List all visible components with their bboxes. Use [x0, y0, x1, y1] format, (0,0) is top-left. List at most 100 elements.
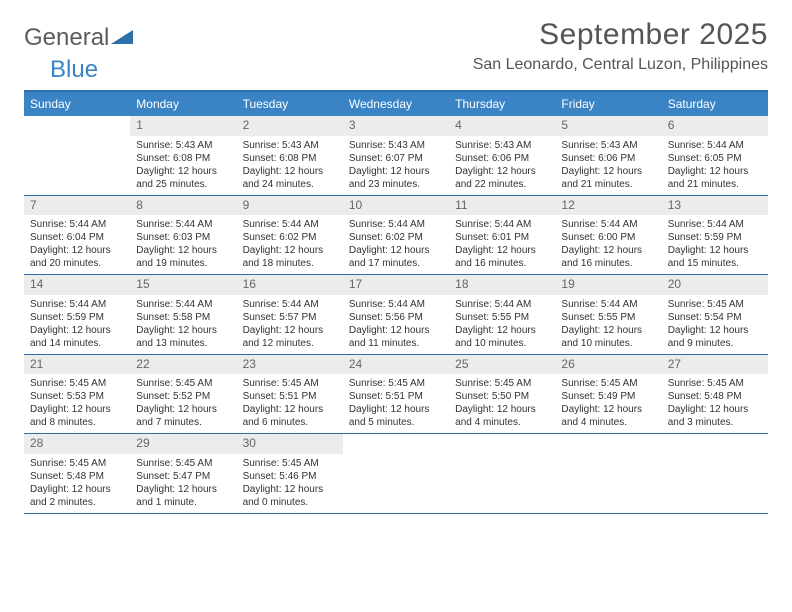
day-cell: 26Sunrise: 5:45 AMSunset: 5:49 PMDayligh…	[555, 355, 661, 434]
day-number: 17	[343, 275, 449, 295]
day-cell: 28Sunrise: 5:45 AMSunset: 5:48 PMDayligh…	[24, 434, 130, 513]
day-body: Sunrise: 5:45 AMSunset: 5:48 PMDaylight:…	[24, 454, 130, 513]
day-body: Sunrise: 5:45 AMSunset: 5:51 PMDaylight:…	[237, 374, 343, 433]
sunrise-text: Sunrise: 5:43 AM	[561, 139, 655, 152]
sunrise-text: Sunrise: 5:44 AM	[455, 218, 549, 231]
sunrise-text: Sunrise: 5:45 AM	[136, 377, 230, 390]
sunrise-text: Sunrise: 5:45 AM	[30, 457, 124, 470]
day-number: 30	[237, 434, 343, 454]
sunset-text: Sunset: 6:06 PM	[455, 152, 549, 165]
sunset-text: Sunset: 6:02 PM	[349, 231, 443, 244]
day-cell	[343, 434, 449, 513]
sunset-text: Sunset: 5:54 PM	[668, 311, 762, 324]
day-number: 20	[662, 275, 768, 295]
sunset-text: Sunset: 5:47 PM	[136, 470, 230, 483]
day-body: Sunrise: 5:44 AMSunset: 5:59 PMDaylight:…	[24, 295, 130, 354]
week-row: 21Sunrise: 5:45 AMSunset: 5:53 PMDayligh…	[24, 355, 768, 435]
day-number: 12	[555, 196, 661, 216]
daylight-text: Daylight: 12 hours and 14 minutes.	[30, 324, 124, 350]
sunset-text: Sunset: 5:59 PM	[30, 311, 124, 324]
day-number: 15	[130, 275, 236, 295]
day-header-cell: Sunday	[24, 92, 130, 116]
sunrise-text: Sunrise: 5:45 AM	[243, 457, 337, 470]
sunrise-text: Sunrise: 5:44 AM	[136, 218, 230, 231]
day-cell: 1Sunrise: 5:43 AMSunset: 6:08 PMDaylight…	[130, 116, 236, 195]
sunrise-text: Sunrise: 5:43 AM	[243, 139, 337, 152]
sunrise-text: Sunrise: 5:44 AM	[136, 298, 230, 311]
daylight-text: Daylight: 12 hours and 3 minutes.	[668, 403, 762, 429]
sunrise-text: Sunrise: 5:44 AM	[668, 139, 762, 152]
day-cell: 27Sunrise: 5:45 AMSunset: 5:48 PMDayligh…	[662, 355, 768, 434]
day-cell: 11Sunrise: 5:44 AMSunset: 6:01 PMDayligh…	[449, 196, 555, 275]
day-cell: 6Sunrise: 5:44 AMSunset: 6:05 PMDaylight…	[662, 116, 768, 195]
page: General September 2025 San Leonardo, Cen…	[0, 0, 792, 514]
daylight-text: Daylight: 12 hours and 17 minutes.	[349, 244, 443, 270]
day-number: 1	[130, 116, 236, 136]
daylight-text: Daylight: 12 hours and 16 minutes.	[455, 244, 549, 270]
daylight-text: Daylight: 12 hours and 15 minutes.	[668, 244, 762, 270]
day-body: Sunrise: 5:43 AMSunset: 6:07 PMDaylight:…	[343, 136, 449, 195]
day-cell: 24Sunrise: 5:45 AMSunset: 5:51 PMDayligh…	[343, 355, 449, 434]
day-body: Sunrise: 5:45 AMSunset: 5:48 PMDaylight:…	[662, 374, 768, 433]
daylight-text: Daylight: 12 hours and 20 minutes.	[30, 244, 124, 270]
day-cell: 2Sunrise: 5:43 AMSunset: 6:08 PMDaylight…	[237, 116, 343, 195]
day-cell: 19Sunrise: 5:44 AMSunset: 5:55 PMDayligh…	[555, 275, 661, 354]
day-body: Sunrise: 5:45 AMSunset: 5:51 PMDaylight:…	[343, 374, 449, 433]
day-cell: 7Sunrise: 5:44 AMSunset: 6:04 PMDaylight…	[24, 196, 130, 275]
day-cell: 14Sunrise: 5:44 AMSunset: 5:59 PMDayligh…	[24, 275, 130, 354]
day-number	[555, 434, 661, 454]
sunset-text: Sunset: 5:49 PM	[561, 390, 655, 403]
daylight-text: Daylight: 12 hours and 9 minutes.	[668, 324, 762, 350]
daylight-text: Daylight: 12 hours and 13 minutes.	[136, 324, 230, 350]
sunset-text: Sunset: 6:08 PM	[243, 152, 337, 165]
day-body: Sunrise: 5:45 AMSunset: 5:53 PMDaylight:…	[24, 374, 130, 433]
month-title: September 2025	[473, 18, 768, 52]
day-body: Sunrise: 5:44 AMSunset: 6:04 PMDaylight:…	[24, 215, 130, 274]
sunset-text: Sunset: 5:51 PM	[349, 390, 443, 403]
daylight-text: Daylight: 12 hours and 1 minute.	[136, 483, 230, 509]
daylight-text: Daylight: 12 hours and 11 minutes.	[349, 324, 443, 350]
sunrise-text: Sunrise: 5:45 AM	[561, 377, 655, 390]
sunset-text: Sunset: 6:07 PM	[349, 152, 443, 165]
day-number: 25	[449, 355, 555, 375]
day-body: Sunrise: 5:45 AMSunset: 5:52 PMDaylight:…	[130, 374, 236, 433]
day-number: 26	[555, 355, 661, 375]
day-number: 24	[343, 355, 449, 375]
day-body: Sunrise: 5:43 AMSunset: 6:08 PMDaylight:…	[237, 136, 343, 195]
sunset-text: Sunset: 5:55 PM	[561, 311, 655, 324]
day-cell: 16Sunrise: 5:44 AMSunset: 5:57 PMDayligh…	[237, 275, 343, 354]
day-body: Sunrise: 5:44 AMSunset: 6:01 PMDaylight:…	[449, 215, 555, 274]
sunset-text: Sunset: 5:56 PM	[349, 311, 443, 324]
day-number	[449, 434, 555, 454]
sunrise-text: Sunrise: 5:43 AM	[136, 139, 230, 152]
logo: General	[24, 18, 133, 52]
day-cell: 20Sunrise: 5:45 AMSunset: 5:54 PMDayligh…	[662, 275, 768, 354]
day-number	[343, 434, 449, 454]
day-body: Sunrise: 5:44 AMSunset: 6:00 PMDaylight:…	[555, 215, 661, 274]
sunrise-text: Sunrise: 5:45 AM	[136, 457, 230, 470]
sunrise-text: Sunrise: 5:44 AM	[668, 218, 762, 231]
day-cell: 15Sunrise: 5:44 AMSunset: 5:58 PMDayligh…	[130, 275, 236, 354]
sunrise-text: Sunrise: 5:44 AM	[243, 218, 337, 231]
day-number: 11	[449, 196, 555, 216]
calendar: SundayMondayTuesdayWednesdayThursdayFrid…	[24, 90, 768, 514]
day-cell: 3Sunrise: 5:43 AMSunset: 6:07 PMDaylight…	[343, 116, 449, 195]
sunrise-text: Sunrise: 5:43 AM	[349, 139, 443, 152]
sunrise-text: Sunrise: 5:44 AM	[349, 298, 443, 311]
daylight-text: Daylight: 12 hours and 6 minutes.	[243, 403, 337, 429]
day-header-row: SundayMondayTuesdayWednesdayThursdayFrid…	[24, 92, 768, 116]
day-cell: 18Sunrise: 5:44 AMSunset: 5:55 PMDayligh…	[449, 275, 555, 354]
daylight-text: Daylight: 12 hours and 10 minutes.	[561, 324, 655, 350]
daylight-text: Daylight: 12 hours and 21 minutes.	[561, 165, 655, 191]
daylight-text: Daylight: 12 hours and 12 minutes.	[243, 324, 337, 350]
daylight-text: Daylight: 12 hours and 10 minutes.	[455, 324, 549, 350]
day-number: 16	[237, 275, 343, 295]
daylight-text: Daylight: 12 hours and 4 minutes.	[455, 403, 549, 429]
day-cell: 12Sunrise: 5:44 AMSunset: 6:00 PMDayligh…	[555, 196, 661, 275]
sunrise-text: Sunrise: 5:44 AM	[30, 298, 124, 311]
day-number: 28	[24, 434, 130, 454]
sunset-text: Sunset: 5:51 PM	[243, 390, 337, 403]
day-number: 21	[24, 355, 130, 375]
day-number: 6	[662, 116, 768, 136]
sunset-text: Sunset: 6:02 PM	[243, 231, 337, 244]
